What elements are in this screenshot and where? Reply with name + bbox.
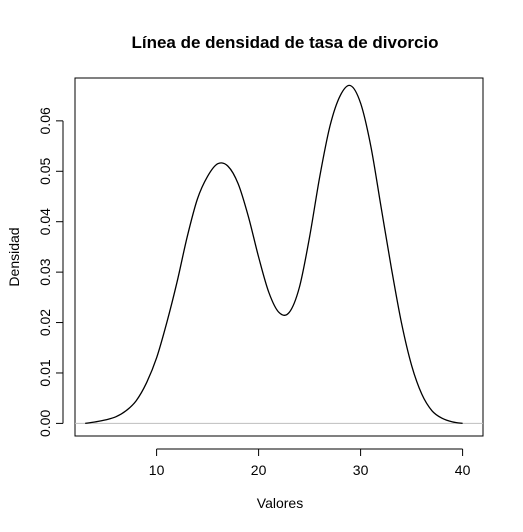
y-axis-label: Densidad bbox=[6, 227, 22, 286]
x-tick-label: 20 bbox=[251, 462, 267, 478]
y-tick-label: 0.00 bbox=[37, 410, 53, 437]
y-axis: 0.00 0.01 0.02 0.03 0.04 0.05 0.06 bbox=[37, 107, 64, 437]
chart-title: Línea de densidad de tasa de divorcio bbox=[131, 33, 438, 52]
x-tick-label: 30 bbox=[353, 462, 369, 478]
y-tick-label: 0.01 bbox=[37, 359, 53, 386]
y-tick-label: 0.06 bbox=[37, 107, 53, 134]
y-tick-label: 0.03 bbox=[37, 258, 53, 285]
y-tick-label: 0.02 bbox=[37, 309, 53, 336]
y-tick-label: 0.04 bbox=[37, 208, 53, 235]
x-tick-label: 40 bbox=[455, 462, 471, 478]
y-tick-label: 0.05 bbox=[37, 157, 53, 184]
x-axis-label: Valores bbox=[257, 495, 303, 511]
x-tick-label: 10 bbox=[149, 462, 165, 478]
x-axis: 10 20 30 40 bbox=[149, 448, 471, 478]
density-line bbox=[85, 84, 463, 425]
plot-frame bbox=[74, 77, 484, 437]
